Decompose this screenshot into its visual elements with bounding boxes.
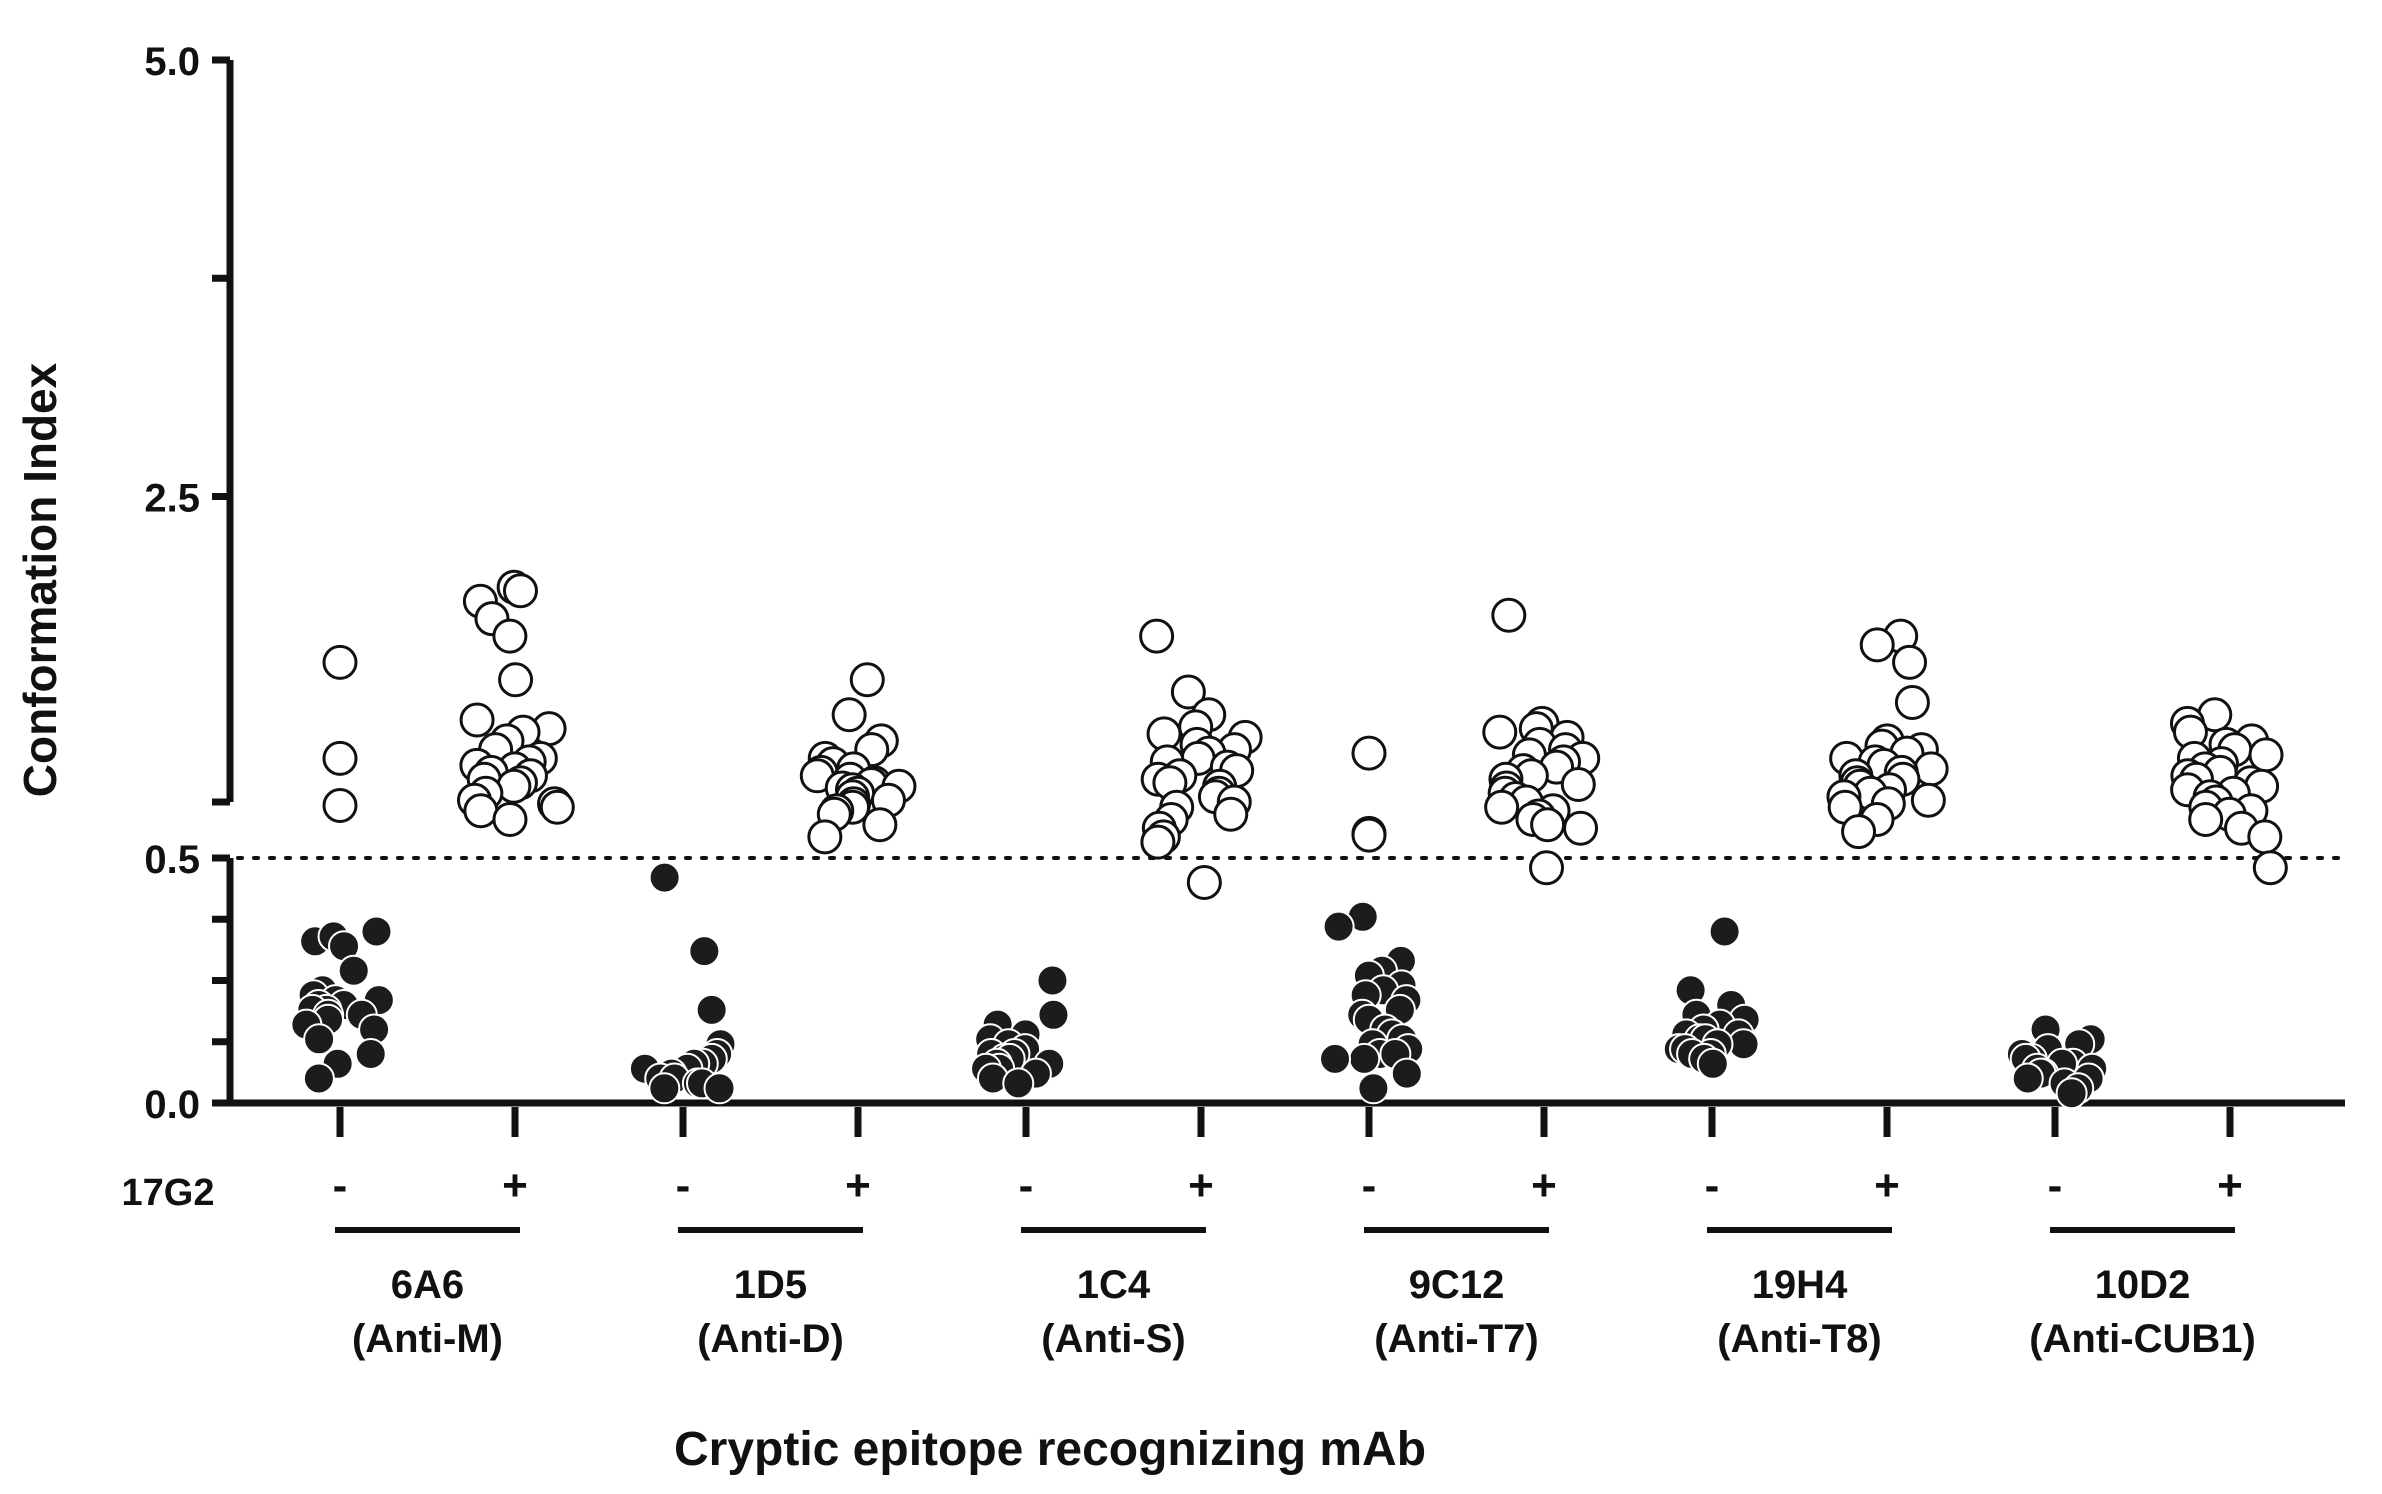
data-point-plus <box>1484 789 1520 825</box>
condition-minus-label: - <box>1362 1161 1377 1210</box>
data-point-plus <box>539 789 575 825</box>
data-point-minus <box>1696 1047 1729 1080</box>
y-tick-label: 2.5 <box>144 476 200 520</box>
condition-plus-label: + <box>1874 1161 1900 1210</box>
data-point-minus <box>688 935 721 968</box>
data-point-plus <box>1482 714 1518 750</box>
data-point-minus <box>1037 998 1070 1031</box>
data-point-minus-high <box>1351 735 1387 771</box>
data-point-plus <box>463 793 499 829</box>
condition-minus-label: - <box>333 1161 348 1210</box>
data-point-plus <box>459 702 495 738</box>
data-point-minus <box>354 1038 387 1070</box>
data-point-minus <box>337 954 370 987</box>
data-point-plus <box>849 662 885 698</box>
data-point-minus <box>1708 915 1741 948</box>
data-point-plus <box>807 819 843 855</box>
data-point-plus <box>1139 618 1175 654</box>
data-point-minus <box>360 915 393 948</box>
group-target-label: (Anti-T8) <box>1717 1317 1881 1361</box>
group-mab-label: 6A6 <box>391 1263 464 1307</box>
data-point-plus <box>1530 807 1566 843</box>
condition-plus-label: + <box>2217 1161 2243 1210</box>
y-axis: 0.0 0.5 2.5 5.0 <box>144 40 234 1127</box>
data-point-minus <box>1322 910 1355 943</box>
data-point-plus <box>1213 796 1249 832</box>
x-axis: - + - + - + - + - + - + <box>227 1099 2345 1233</box>
group-mab-label: 19H4 <box>1752 1263 1848 1307</box>
condition-plus-label: + <box>502 1161 528 1210</box>
data-point-plus <box>2252 850 2288 886</box>
group-target-label: (Anti-T7) <box>1374 1317 1538 1361</box>
x-axis-label: Cryptic epitope recognizing mAb <box>674 1423 1426 1476</box>
group-mab-label: 9C12 <box>1409 1263 1505 1307</box>
data-point-minus-high <box>322 644 358 680</box>
data-point-plus <box>1859 627 1895 663</box>
data-point-plus <box>492 801 528 837</box>
data-point-minus <box>1036 964 1069 997</box>
y-tick-label: 0.5 <box>144 838 200 882</box>
data-point-plus <box>862 807 898 843</box>
data-point-plus <box>2188 801 2224 837</box>
y-axis-label: Conformation Index <box>14 362 66 797</box>
data-point-minus <box>1357 1072 1390 1105</box>
condition-minus-label: - <box>1019 1161 1034 1210</box>
data-point-plus <box>1892 644 1928 680</box>
data-point-minus <box>703 1072 736 1105</box>
data-point-plus <box>1140 824 1176 860</box>
data-point-minus <box>1002 1067 1035 1100</box>
data-point-minus <box>648 861 681 894</box>
data-point-minus <box>2055 1077 2088 1110</box>
condition-plus-label: + <box>1531 1161 1557 1210</box>
data-point-minus <box>695 993 728 1026</box>
condition-minus-label: - <box>676 1161 691 1210</box>
group-target-label: (Anti-D) <box>697 1317 844 1361</box>
data-point-minus <box>1348 1042 1381 1075</box>
data-point-minus <box>1390 1057 1423 1090</box>
data-point-plus <box>1170 674 1206 710</box>
y-tick-label: 5.0 <box>144 40 200 84</box>
group-target-label: (Anti-M) <box>352 1317 503 1361</box>
condition-plus-label: + <box>845 1161 871 1210</box>
data-point-plus <box>2247 819 2283 855</box>
data-point-minus <box>303 1023 336 1056</box>
data-point-minus-high <box>322 740 358 776</box>
data-point-minus <box>2011 1062 2044 1095</box>
data-point-minus <box>648 1072 681 1105</box>
data-point-plus <box>1563 810 1599 846</box>
group-mab-label: 1C4 <box>1077 1263 1151 1307</box>
data-point-plus <box>498 662 534 698</box>
data-point-plus <box>1491 597 1527 633</box>
group-mab-label: 1D5 <box>734 1263 807 1307</box>
data-point-plus <box>1560 767 1596 803</box>
group-mab-label: 10D2 <box>2095 1263 2191 1307</box>
y-tick-label: 0.0 <box>144 1083 200 1127</box>
condition-label: 17G2 <box>122 1172 215 1214</box>
data-point-plus <box>1894 684 1930 720</box>
data-point-minus-high <box>322 787 358 823</box>
condition-plus-label: + <box>1188 1161 1214 1210</box>
data-point-minus <box>302 1062 335 1095</box>
data-point-minus-high <box>1351 817 1387 853</box>
group-labels: 6A6 (Anti-M) 1D5 (Anti-D) 1C4 (Anti-S) 9C12 (An… <box>352 1263 2256 1361</box>
data-point-plus <box>492 618 528 654</box>
data-point-plus <box>831 697 867 733</box>
data-point-plus <box>1529 850 1565 886</box>
data-point-minus <box>1319 1042 1352 1075</box>
data-point-plus <box>1910 782 1946 818</box>
data-points <box>290 569 2288 1110</box>
group-target-label: (Anti-S) <box>1041 1317 1185 1361</box>
data-point-plus <box>1841 814 1877 850</box>
condition-minus-label: - <box>2048 1161 2063 1210</box>
group-target-label: (Anti-CUB1) <box>2029 1317 2256 1361</box>
data-point-plus <box>502 573 538 609</box>
data-point-plus <box>1186 865 1222 900</box>
condition-minus-label: - <box>1705 1161 1720 1210</box>
